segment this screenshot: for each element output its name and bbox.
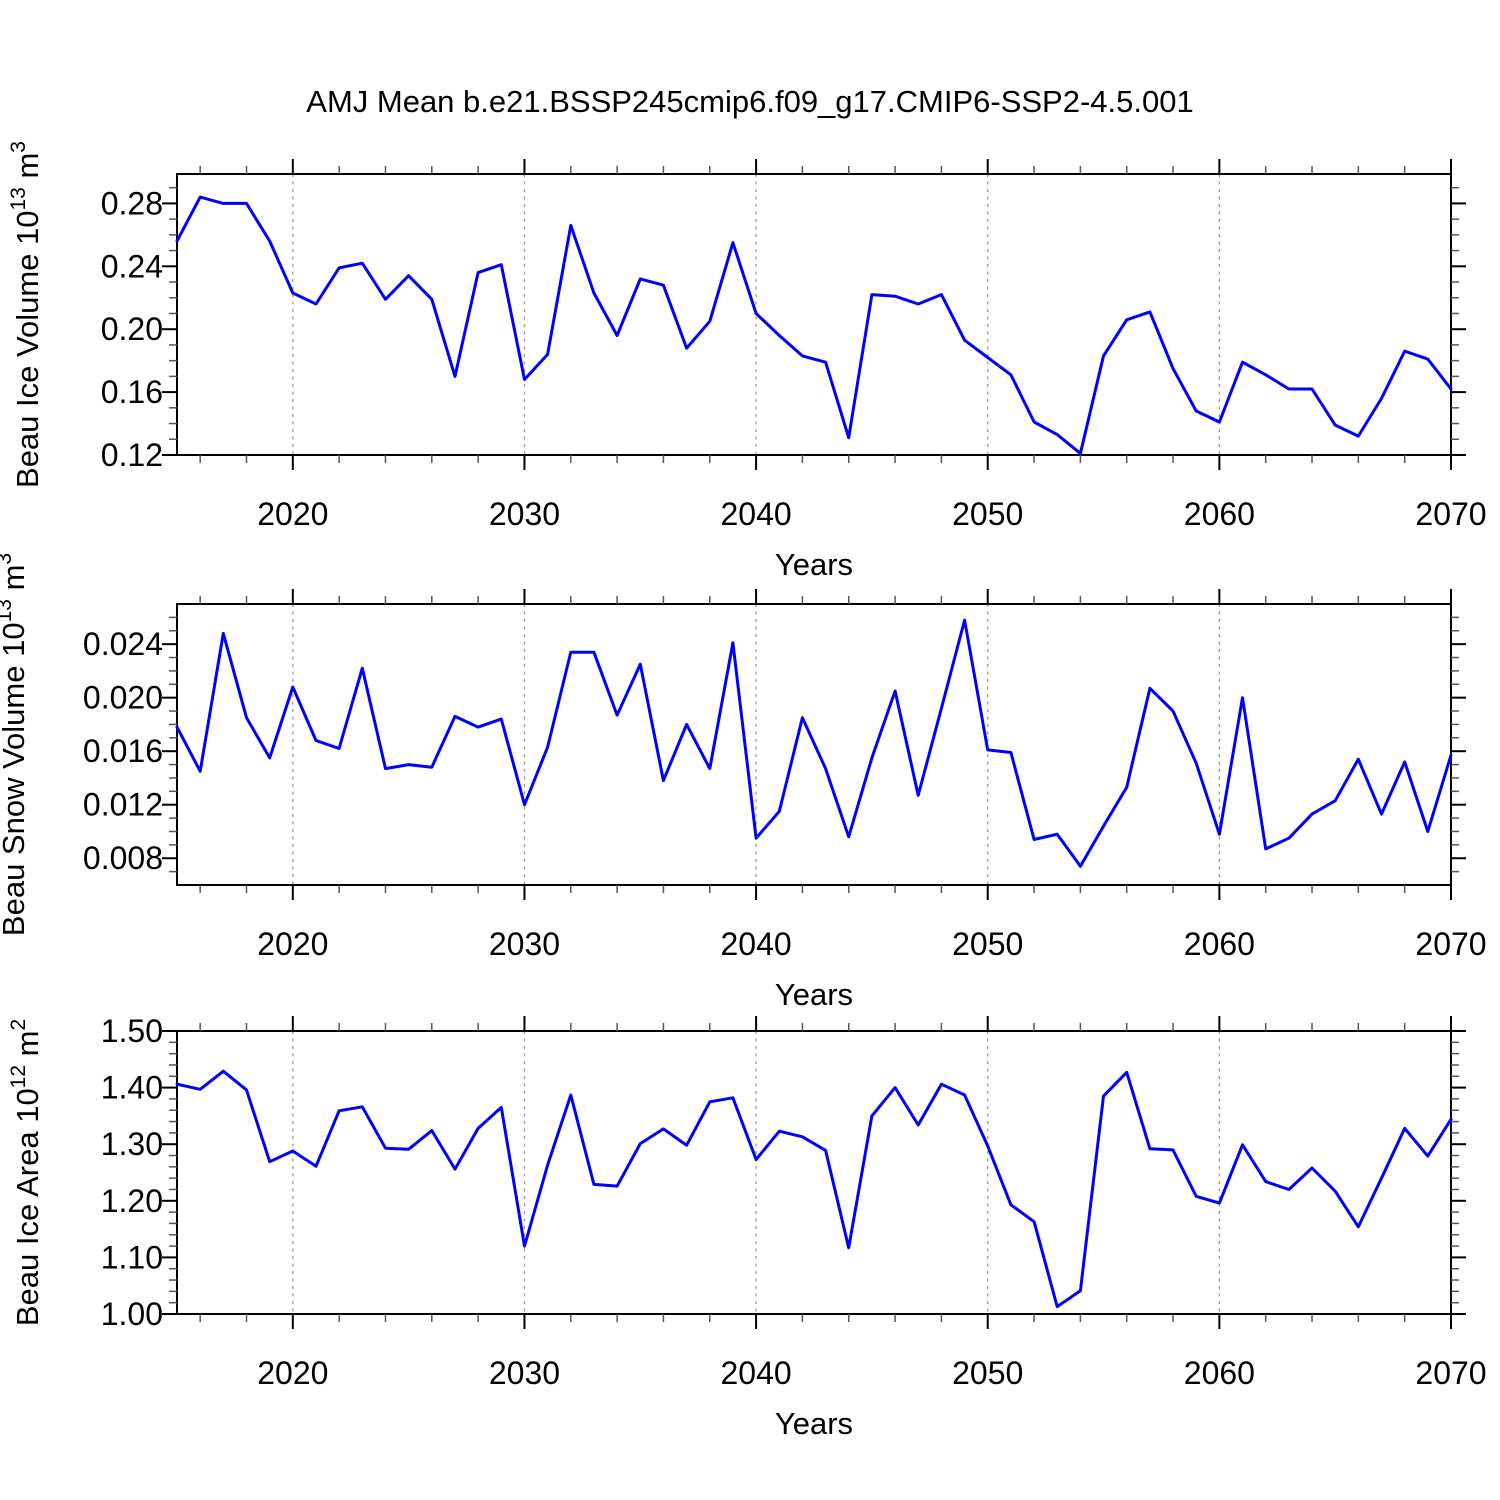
x-axis-title: Years xyxy=(775,547,853,582)
x-tick-label: 2030 xyxy=(489,496,560,532)
y-tick-label: 1.20 xyxy=(101,1183,163,1219)
plot-box xyxy=(176,1030,1452,1315)
y-tick-label: 1.50 xyxy=(101,1013,163,1049)
x-tick-label: 2060 xyxy=(1184,496,1255,532)
y-tick-label: 0.20 xyxy=(101,311,163,347)
plot-box xyxy=(176,603,1452,886)
x-tick-label: 2050 xyxy=(952,496,1023,532)
x-axis-title: Years xyxy=(775,1406,853,1441)
x-tick-label: 2040 xyxy=(720,496,791,532)
y-axis-title: Beau Ice Volume 1013 m3 xyxy=(7,141,45,488)
chart-main-title: AMJ Mean b.e21.BSSP245cmip6.f09_g17.CMIP… xyxy=(306,84,1194,119)
x-tick-label: 2070 xyxy=(1415,1355,1486,1391)
y-tick-label: 0.28 xyxy=(101,185,163,221)
y-tick-label: 0.12 xyxy=(101,437,163,473)
x-tick-label: 2020 xyxy=(257,926,328,962)
x-tick-label: 2020 xyxy=(257,1355,328,1391)
data-line xyxy=(175,618,1453,868)
x-tick-label: 2060 xyxy=(1184,1355,1255,1391)
x-axis-title: Years xyxy=(775,977,853,1012)
x-tick-label: 2070 xyxy=(1415,496,1486,532)
x-tick-label: 2050 xyxy=(952,926,1023,962)
y-tick-label: 1.30 xyxy=(101,1126,163,1162)
y-tick-label: 1.00 xyxy=(101,1296,163,1332)
y-tick-label: 0.012 xyxy=(83,787,163,823)
y-tick-label: 0.16 xyxy=(101,374,163,410)
chart-panel-beau-ice-volume: 2020 2030 2040 2050 2060 2070 0.12 0.16 0.20 0.24… xyxy=(7,141,1487,582)
x-tick-label: 2030 xyxy=(489,1355,560,1391)
y-axis-title: Beau Ice Area 1012 m2 xyxy=(7,1019,45,1326)
plot-box xyxy=(176,173,1452,456)
y-tick-label: 0.016 xyxy=(83,733,163,769)
data-line xyxy=(175,1069,1453,1309)
y-tick-label: 0.008 xyxy=(83,840,163,876)
x-tick-label: 2030 xyxy=(489,926,560,962)
chart-panel-beau-ice-area: 2020 2030 2040 2050 2060 2070 1.00 1.10 1.20 1.30… xyxy=(7,1013,1487,1441)
data-line xyxy=(175,195,1453,455)
x-tick-label: 2060 xyxy=(1184,926,1255,962)
y-tick-label: 0.24 xyxy=(101,248,163,284)
x-tick-label: 2070 xyxy=(1415,926,1486,962)
y-tick-label: 1.10 xyxy=(101,1239,163,1275)
y-tick-label: 1.40 xyxy=(101,1070,163,1106)
y-tick-label: 0.024 xyxy=(83,626,163,662)
chart-panel-beau-snow-volume: 2020 2030 2040 2050 2060 2070 0.008 0.012 0.016 0… xyxy=(0,553,1487,1012)
y-tick-label: 0.020 xyxy=(83,680,163,716)
y-axis-title: Beau Snow Volume 1013 m3 xyxy=(0,553,31,936)
x-tick-label: 2040 xyxy=(720,926,791,962)
x-tick-label: 2050 xyxy=(952,1355,1023,1391)
x-tick-label: 2020 xyxy=(257,496,328,532)
x-tick-label: 2040 xyxy=(720,1355,791,1391)
